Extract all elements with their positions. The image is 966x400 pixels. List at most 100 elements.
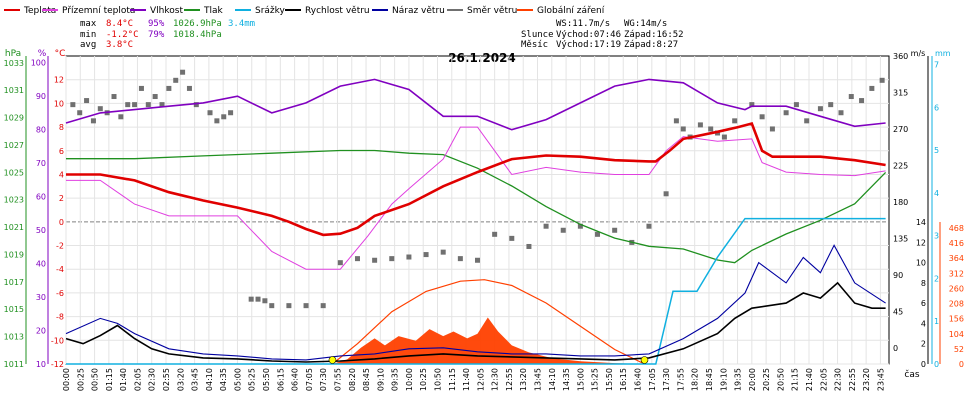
series-line-humidity (65, 78, 886, 131)
x-tick-label: 07:30 (319, 368, 328, 391)
axis-tick-label: 30 (36, 293, 46, 302)
axis-tick-label: 12 (54, 76, 64, 85)
x-tick-label: 07:05 (305, 368, 314, 391)
axis-tick-label: 90 (36, 92, 46, 101)
wind-dir-point (859, 98, 865, 104)
axis-tick-label: 360 (893, 52, 908, 61)
axis-tick-label: 1 (934, 317, 939, 326)
stat-min-hum: 79% (148, 30, 165, 40)
stat-max-press: 1026.9hPa (173, 19, 222, 29)
wind-dir-point (817, 106, 823, 112)
x-tick-label: 15:00 (576, 368, 585, 391)
wind-dir-point (680, 126, 686, 132)
wind-dir-point (166, 85, 172, 91)
x-tick-label: 05:00 (233, 368, 242, 391)
x-tick-label: 11:40 (462, 368, 471, 391)
x-tick-label: 08:45 (362, 368, 371, 391)
wind-dir-point (475, 257, 480, 263)
axis-tick-label: 7 (934, 61, 939, 70)
axis-tick-label: -10 (51, 336, 64, 345)
legend-label: Náraz větru (392, 6, 445, 16)
wind-dir-point (595, 231, 601, 237)
series-line-pressure (66, 149, 887, 264)
wind-dir-point (440, 249, 446, 255)
wind-dir-point (423, 252, 429, 258)
axis-tick-label: 60 (36, 193, 46, 202)
wind-dir-point (248, 296, 254, 302)
axis-tick-label: 1033 (4, 59, 24, 68)
x-tick-label: 22:05 (819, 368, 828, 391)
axis-tick-label: 0 (921, 360, 926, 369)
wind-dir-point (77, 110, 83, 116)
wind-dir-point (84, 98, 90, 104)
wind-dir-point (180, 69, 186, 75)
axis-tick-label: 312 (949, 269, 964, 278)
wind-dir-point (526, 243, 532, 249)
wind-ws: WS:11.7m/s (556, 19, 610, 29)
chart-title: 26.1.2024 (448, 51, 516, 65)
stat-max-temp: 8.4°C (106, 19, 133, 29)
axis-tick-label: 156 (949, 315, 964, 324)
x-tick-label: 06:40 (291, 368, 300, 391)
axis-tick-label: 1013 (4, 333, 24, 342)
x-tick-label: 09:10 (376, 368, 385, 391)
series-line-wind (65, 281, 886, 363)
axis-tick-label: 270 (893, 125, 908, 134)
series-line-ground-temp (66, 126, 886, 270)
wind-dir-point (793, 102, 799, 108)
x-tick-label: 03:45 (191, 368, 200, 391)
axis-tick-label: mm (935, 49, 951, 58)
legend-label: Tlak (203, 6, 224, 16)
axis-tick-label: čas (904, 369, 919, 380)
series-line-temperature (66, 121, 886, 237)
legend-label: Srážky (255, 6, 286, 16)
wind-dir-point (869, 85, 875, 91)
wind-dir-point (262, 298, 268, 304)
axis-tick-label: 10 (54, 99, 64, 108)
x-tick-label: 05:25 (248, 368, 257, 391)
sunrise-marker (328, 356, 337, 364)
sun-label: Slunce (521, 30, 554, 40)
axis-tick-label: m/s (911, 49, 926, 58)
x-tick-label: 10:50 (433, 368, 442, 391)
wind-dir-point (118, 114, 124, 120)
x-tick-label: 19:35 (734, 368, 743, 391)
x-tick-label: 17:30 (662, 368, 671, 391)
wind-dir-point (132, 102, 138, 108)
stat-max-hum: 95% (148, 19, 165, 29)
wind-dir-point (152, 94, 158, 100)
x-tick-label: 02:05 (133, 368, 142, 391)
legend-label: Globální záření (537, 6, 605, 16)
axes: hPa1033103110291027102510231021101910171… (4, 49, 964, 391)
wind-dir-point (320, 303, 326, 309)
axis-tick-label: 1029 (4, 114, 24, 123)
x-tick-label: 00:00 (62, 368, 71, 391)
x-tick-label: 14:35 (562, 368, 571, 391)
wind-dir-point (138, 85, 144, 91)
wind-dir-point (286, 303, 292, 309)
wind-dir-point (70, 102, 76, 108)
axis-tick-label: 1015 (4, 305, 24, 314)
moon-set: Západ:8:27 (624, 40, 678, 50)
stats-block: max 8.4°C 95% 1026.9hPa 3.4mm min -1.2°C… (80, 19, 255, 50)
axis-tick-label: 100 (31, 59, 46, 68)
wind-dir-point (663, 191, 669, 197)
stat-min-press: 1018.4hPa (173, 30, 222, 40)
x-tick-label: 14:10 (548, 368, 557, 391)
wind-dir-point (354, 256, 360, 262)
x-tick-label: 01:40 (119, 368, 128, 391)
axis-tick-label: 0 (934, 360, 939, 369)
axis-tick-label: 0 (59, 218, 64, 227)
x-tick-label: 05:50 (262, 368, 271, 391)
sunset-marker (640, 356, 649, 364)
axis-tick-label: 1011 (4, 360, 24, 369)
chart-legend: Teplota Přízemní teplota Vlhkost Tlak Srážky… (4, 6, 605, 16)
series-layer (65, 69, 887, 365)
wind-dir-point (97, 106, 103, 112)
sun-set: Západ:16:52 (624, 30, 684, 40)
wind-dir-point (697, 122, 703, 128)
wind-dir-point (221, 114, 227, 120)
wind-dir-point (125, 102, 131, 108)
axis-tick-label: 0 (959, 360, 964, 369)
